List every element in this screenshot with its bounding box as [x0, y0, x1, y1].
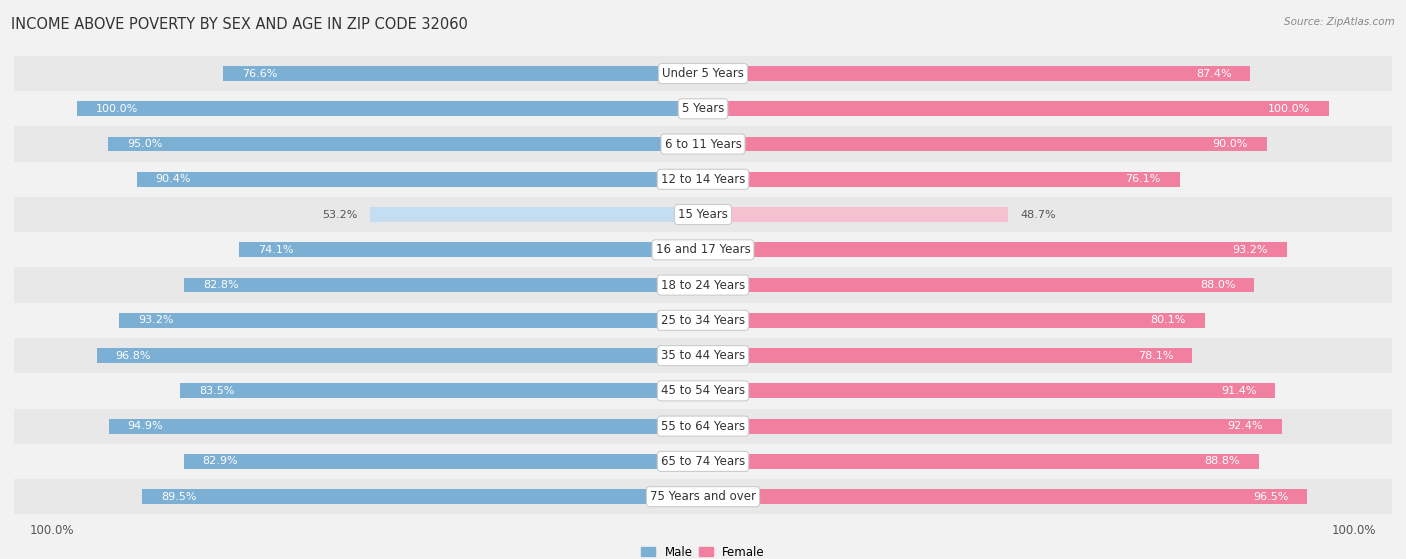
- Bar: [14, 373, 1392, 409]
- Bar: [14, 56, 1392, 91]
- Text: 90.4%: 90.4%: [156, 174, 191, 184]
- Bar: [14, 479, 1392, 514]
- Text: 80.1%: 80.1%: [1150, 315, 1185, 325]
- Text: Source: ZipAtlas.com: Source: ZipAtlas.com: [1284, 17, 1395, 27]
- Bar: [224, 66, 703, 81]
- Bar: [77, 101, 703, 116]
- Text: 92.4%: 92.4%: [1227, 421, 1263, 431]
- Text: 82.9%: 82.9%: [202, 456, 238, 466]
- Text: 74.1%: 74.1%: [257, 245, 294, 255]
- Bar: [703, 348, 1192, 363]
- Text: 96.5%: 96.5%: [1253, 492, 1289, 501]
- Bar: [14, 303, 1392, 338]
- Bar: [14, 126, 1392, 162]
- Bar: [97, 348, 703, 363]
- Text: 93.2%: 93.2%: [138, 315, 173, 325]
- Bar: [703, 66, 1250, 81]
- Bar: [239, 243, 703, 257]
- Text: 100.0%: 100.0%: [30, 524, 75, 537]
- Bar: [120, 313, 703, 328]
- Bar: [108, 136, 703, 151]
- Bar: [703, 172, 1180, 187]
- Bar: [703, 454, 1260, 469]
- Bar: [14, 162, 1392, 197]
- Text: 16 and 17 Years: 16 and 17 Years: [655, 243, 751, 257]
- Text: 87.4%: 87.4%: [1197, 69, 1232, 78]
- Bar: [142, 489, 703, 504]
- Text: 100.0%: 100.0%: [1331, 524, 1376, 537]
- Bar: [14, 232, 1392, 267]
- Bar: [14, 197, 1392, 232]
- Text: 76.6%: 76.6%: [242, 69, 277, 78]
- Bar: [180, 383, 703, 398]
- Text: 88.0%: 88.0%: [1199, 280, 1236, 290]
- Text: 95.0%: 95.0%: [127, 139, 162, 149]
- Text: 96.8%: 96.8%: [115, 350, 150, 361]
- Text: 89.5%: 89.5%: [162, 492, 197, 501]
- Bar: [14, 267, 1392, 303]
- Text: 15 Years: 15 Years: [678, 208, 728, 221]
- Bar: [703, 383, 1275, 398]
- Text: 53.2%: 53.2%: [322, 210, 357, 220]
- Text: 91.4%: 91.4%: [1222, 386, 1257, 396]
- Bar: [184, 454, 703, 469]
- Text: 100.0%: 100.0%: [1268, 104, 1310, 114]
- Bar: [703, 278, 1254, 292]
- Text: 18 to 24 Years: 18 to 24 Years: [661, 278, 745, 292]
- Legend: Male, Female: Male, Female: [637, 541, 769, 559]
- Bar: [703, 101, 1329, 116]
- Bar: [136, 172, 703, 187]
- Text: 94.9%: 94.9%: [128, 421, 163, 431]
- Text: 76.1%: 76.1%: [1125, 174, 1161, 184]
- Bar: [703, 136, 1267, 151]
- Bar: [703, 313, 1205, 328]
- Text: 6 to 11 Years: 6 to 11 Years: [665, 138, 741, 150]
- Text: 88.8%: 88.8%: [1205, 456, 1240, 466]
- Text: 12 to 14 Years: 12 to 14 Years: [661, 173, 745, 186]
- Bar: [184, 278, 703, 292]
- Text: Under 5 Years: Under 5 Years: [662, 67, 744, 80]
- Text: 100.0%: 100.0%: [96, 104, 138, 114]
- Bar: [14, 409, 1392, 444]
- Bar: [703, 419, 1282, 434]
- Text: 45 to 54 Years: 45 to 54 Years: [661, 385, 745, 397]
- Text: 35 to 44 Years: 35 to 44 Years: [661, 349, 745, 362]
- Text: 48.7%: 48.7%: [1021, 210, 1056, 220]
- Bar: [370, 207, 703, 222]
- Bar: [703, 207, 1008, 222]
- Bar: [14, 338, 1392, 373]
- Text: 55 to 64 Years: 55 to 64 Years: [661, 420, 745, 433]
- Bar: [14, 444, 1392, 479]
- Text: INCOME ABOVE POVERTY BY SEX AND AGE IN ZIP CODE 32060: INCOME ABOVE POVERTY BY SEX AND AGE IN Z…: [11, 17, 468, 32]
- Text: 5 Years: 5 Years: [682, 102, 724, 115]
- Text: 78.1%: 78.1%: [1137, 350, 1174, 361]
- Text: 25 to 34 Years: 25 to 34 Years: [661, 314, 745, 327]
- Text: 65 to 74 Years: 65 to 74 Years: [661, 455, 745, 468]
- Bar: [108, 419, 703, 434]
- Text: 82.8%: 82.8%: [204, 280, 239, 290]
- Text: 90.0%: 90.0%: [1212, 139, 1249, 149]
- Text: 75 Years and over: 75 Years and over: [650, 490, 756, 503]
- Text: 83.5%: 83.5%: [198, 386, 235, 396]
- Bar: [703, 489, 1308, 504]
- Bar: [703, 243, 1286, 257]
- Text: 93.2%: 93.2%: [1233, 245, 1268, 255]
- Bar: [14, 91, 1392, 126]
